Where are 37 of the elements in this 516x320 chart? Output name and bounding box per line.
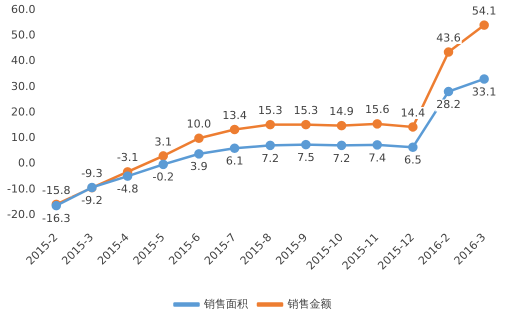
data-label: 54.1 xyxy=(472,4,496,18)
data-label: 6.5 xyxy=(404,154,422,167)
y-tick-label: 10.0 xyxy=(10,131,36,144)
data-label: 7.4 xyxy=(368,151,386,164)
y-tick-label: 0.0 xyxy=(18,156,36,170)
data-label: 3.9 xyxy=(190,160,208,174)
y-tick-label: 50.0 xyxy=(10,28,36,42)
data-label: 43.6 xyxy=(436,31,461,44)
data-label: 15.6 xyxy=(364,103,390,116)
data-label: 15.3 xyxy=(294,104,318,117)
y-tick-label: -10.0 xyxy=(6,182,36,196)
data-label: 33.1 xyxy=(472,85,496,98)
data-label: 14.9 xyxy=(329,105,354,118)
data-label: -9.3 xyxy=(81,167,103,180)
data-label: -3.1 xyxy=(116,151,138,164)
data-label: -16.3 xyxy=(42,212,71,226)
data-label: 7.5 xyxy=(297,151,315,164)
data-label: 10.0 xyxy=(186,118,212,131)
data-label: -15.8 xyxy=(42,184,71,197)
data-label: 3.1 xyxy=(154,135,172,148)
data-label: -4.8 xyxy=(116,182,138,196)
data-label: 7.2 xyxy=(332,152,350,165)
y-tick-label: 30.0 xyxy=(10,80,36,93)
legend-label: 销售金额 xyxy=(286,297,332,310)
data-label: 28.2 xyxy=(436,98,461,111)
y-tick-label: 40.0 xyxy=(10,54,36,68)
data-label: -0.2 xyxy=(152,170,174,184)
data-label: 6.1 xyxy=(226,154,244,168)
data-label: 14.4 xyxy=(400,106,426,120)
y-tick-label: 20.0 xyxy=(10,105,36,118)
y-tick-label: 60.0 xyxy=(10,2,36,16)
legend-label: 销售面积 xyxy=(203,297,248,310)
data-label: 15.3 xyxy=(258,104,282,117)
data-label: -9.2 xyxy=(81,194,103,207)
data-label: 7.2 xyxy=(261,152,279,165)
y-tick-label: -20.0 xyxy=(6,208,36,222)
data-label: 13.4 xyxy=(222,108,247,122)
